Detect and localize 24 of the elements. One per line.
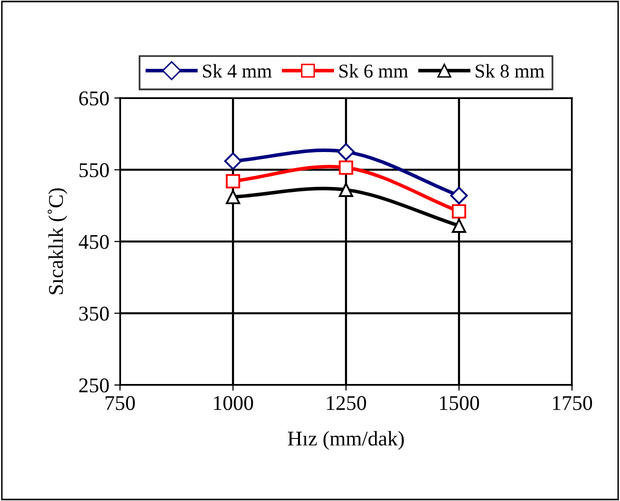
x-tick-label: 1000	[214, 396, 254, 410]
x-tick-label: 750	[106, 396, 135, 410]
point	[226, 174, 240, 188]
y-tick-label: 550	[80, 163, 109, 178]
point	[452, 218, 466, 233]
y-tick-label: 350	[79, 306, 109, 321]
x-tick-label: 1250	[327, 396, 366, 410]
point	[226, 190, 240, 204]
legend-label: Sk 8 mm	[476, 64, 544, 78]
x-tick-label: 1750	[553, 396, 592, 410]
point	[338, 160, 354, 175]
y-axis-title: Sıcaklık (˚C)	[48, 188, 68, 294]
legend-label: Sk 6 mm	[339, 64, 408, 78]
x-axis-title: Hız (mm/dak)	[288, 430, 404, 450]
point	[224, 152, 242, 170]
y-tick-label: 650	[79, 91, 109, 106]
x-tick-label: 1500	[440, 396, 480, 410]
point	[337, 143, 355, 161]
point	[450, 186, 468, 204]
y-tick-label: 450	[78, 234, 109, 249]
legend-label: Sk 4 mm	[203, 64, 272, 78]
point	[338, 182, 354, 197]
y-tick-label: 250	[79, 378, 109, 392]
point	[452, 204, 466, 219]
